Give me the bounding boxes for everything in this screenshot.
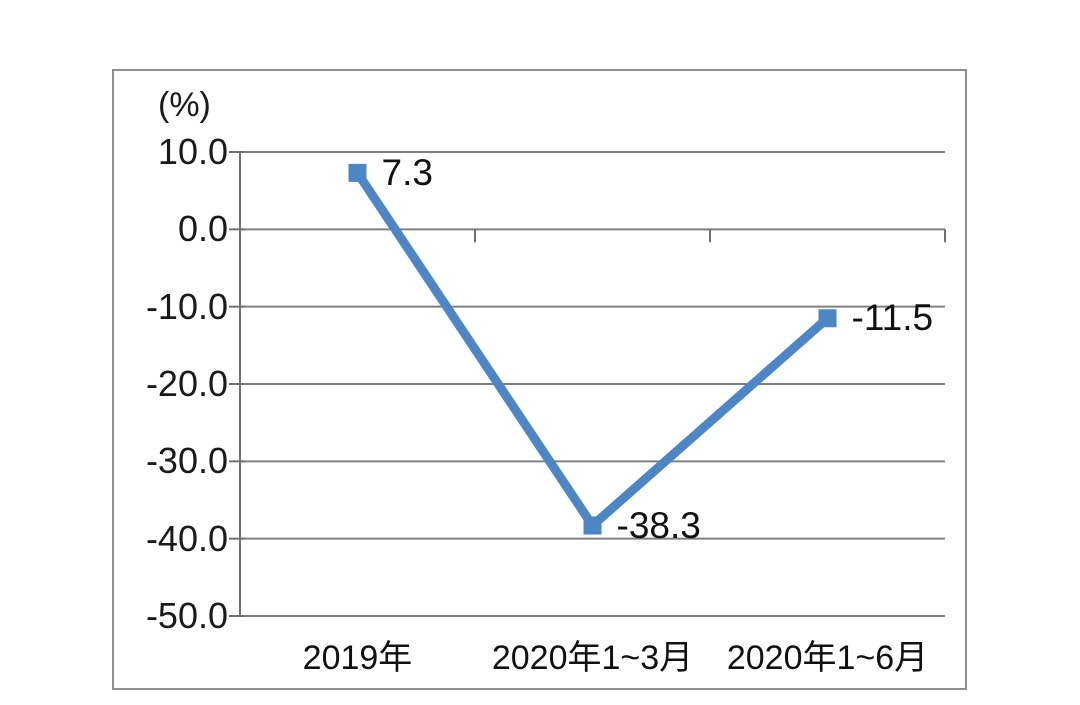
y-axis-tick-label: 10.0 xyxy=(157,131,228,172)
plot-area xyxy=(229,151,946,617)
chart-frame: (%) 10.0 0.0 -10.0 -20.0 -30.0 -40.0 -50… xyxy=(112,69,967,690)
data-label: -38.3 xyxy=(616,504,701,546)
x-axis-category-label: 2020年1~6月 xyxy=(726,639,929,677)
y-axis-tick-label: -10.0 xyxy=(145,285,228,327)
series-line xyxy=(353,170,831,533)
data-label: -11.5 xyxy=(851,297,934,339)
data-label: 7.3 xyxy=(381,151,433,193)
y-axis-tick-label: 0.0 xyxy=(177,208,228,250)
y-axis-tick-label: -30.0 xyxy=(145,440,228,482)
x-axis-category-label: 2020年1~3月 xyxy=(491,639,694,677)
y-axis-tick-label: -20.0 xyxy=(145,363,228,404)
data-point-marker xyxy=(348,163,367,182)
y-axis-tick-label: -40.0 xyxy=(145,517,228,559)
x-axis-category-label: 2019年 xyxy=(302,639,413,677)
y-axis-tick-label: -50.0 xyxy=(145,595,228,636)
data-point-marker xyxy=(583,516,602,535)
y-axis-unit-label: (%) xyxy=(158,86,211,124)
data-point-marker xyxy=(818,309,837,328)
